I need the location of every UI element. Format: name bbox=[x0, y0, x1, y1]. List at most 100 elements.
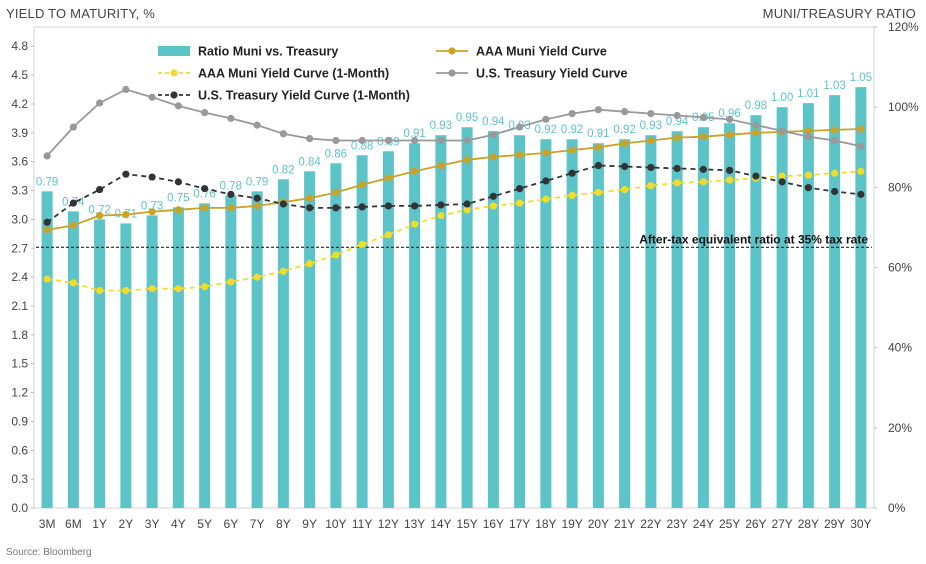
ratio-bar bbox=[251, 191, 263, 508]
series-point bbox=[489, 153, 497, 161]
ratio-bar bbox=[514, 135, 526, 508]
series-point bbox=[411, 202, 419, 210]
y-left-tick-label: 1.2 bbox=[11, 386, 28, 400]
series-point bbox=[568, 146, 576, 154]
series-point bbox=[647, 136, 655, 145]
bar-data-label: 0.94 bbox=[482, 116, 505, 128]
x-tick-label: 13Y bbox=[404, 517, 425, 531]
x-tick-label: 20Y bbox=[588, 517, 609, 531]
y-left-tick-label: 1.8 bbox=[11, 328, 28, 342]
series-point bbox=[673, 164, 681, 173]
y-left-tick-label: 4.8 bbox=[11, 39, 28, 53]
y-right-tick-label: 100% bbox=[888, 100, 919, 114]
bar-data-label: 0.84 bbox=[298, 156, 321, 168]
series-point bbox=[778, 172, 786, 180]
series-point bbox=[752, 172, 760, 180]
ratio-bar bbox=[671, 131, 683, 508]
x-tick-label: 8Y bbox=[276, 517, 291, 531]
x-tick-label: 11Y bbox=[352, 517, 372, 531]
series-point bbox=[568, 169, 576, 177]
bar-data-label: 0.91 bbox=[587, 128, 609, 140]
series-point bbox=[621, 162, 629, 171]
series-point bbox=[857, 125, 865, 133]
y-left-tick-label: 0.3 bbox=[11, 472, 28, 486]
legend-label: Ratio Muni vs. Treasury bbox=[198, 45, 338, 59]
ratio-bar bbox=[697, 127, 709, 508]
series-point bbox=[437, 136, 445, 145]
series-line bbox=[46, 164, 861, 224]
x-tick-label: 2Y bbox=[119, 517, 134, 531]
bar-data-label: 0.93 bbox=[640, 120, 662, 132]
ratio-bar bbox=[199, 203, 211, 508]
legend-label: AAA Muni Yield Curve (1-Month) bbox=[198, 67, 389, 81]
series-point bbox=[253, 121, 261, 129]
series-point bbox=[201, 204, 209, 212]
series-line bbox=[46, 88, 862, 157]
series-point bbox=[568, 191, 576, 199]
series-point bbox=[411, 136, 419, 145]
legend-marker bbox=[170, 69, 178, 77]
bar-data-label: 0.94 bbox=[666, 116, 689, 128]
x-tick-label: 15Y bbox=[456, 517, 477, 531]
series-point bbox=[96, 286, 104, 295]
y-right-tick-label: 40% bbox=[888, 341, 912, 355]
series-point bbox=[279, 130, 287, 138]
series-point bbox=[122, 286, 130, 295]
legend-marker bbox=[448, 69, 456, 77]
series-point bbox=[69, 279, 77, 287]
legend-marker bbox=[170, 91, 178, 99]
y-left-tick-label: 3.0 bbox=[11, 212, 28, 226]
series-point bbox=[148, 93, 156, 101]
bar-data-label: 1.05 bbox=[850, 72, 872, 84]
series-point bbox=[489, 131, 497, 139]
y-left-tick-label: 4.2 bbox=[11, 97, 28, 111]
ratio-bar bbox=[750, 115, 762, 508]
series-point bbox=[726, 176, 734, 184]
source-note: Source: Bloomberg bbox=[6, 547, 92, 558]
x-tick-label: 14Y bbox=[430, 517, 451, 531]
series-point bbox=[358, 181, 366, 189]
series-point bbox=[253, 273, 261, 281]
series-point bbox=[43, 152, 51, 160]
bar-data-label: 0.93 bbox=[430, 120, 452, 132]
ratio-bar bbox=[277, 179, 289, 509]
series-point bbox=[358, 240, 366, 249]
series-point bbox=[253, 202, 261, 210]
series-point bbox=[621, 108, 629, 116]
series-point bbox=[699, 165, 707, 173]
ratio-bar bbox=[94, 219, 106, 508]
series-point bbox=[568, 109, 576, 118]
series-point bbox=[384, 136, 392, 145]
series-point bbox=[647, 182, 655, 190]
series-point bbox=[43, 218, 51, 226]
series-point bbox=[332, 136, 340, 145]
series-point bbox=[516, 151, 524, 159]
series-point bbox=[542, 115, 550, 123]
ratio-bar bbox=[304, 171, 316, 509]
series-line bbox=[46, 128, 861, 231]
right-axis-title: MUNI/TREASURY RATIO bbox=[762, 6, 916, 21]
series-point bbox=[594, 106, 602, 114]
x-tick-label: 25Y bbox=[719, 517, 740, 531]
ratio-bar bbox=[540, 139, 552, 508]
ratio-bar bbox=[120, 223, 132, 509]
series-point bbox=[279, 200, 287, 208]
series-point bbox=[594, 188, 602, 197]
left-axis-title: YIELD TO MATURITY, % bbox=[6, 6, 155, 21]
bar-data-label: 0.88 bbox=[351, 140, 373, 152]
ratio-bar bbox=[146, 215, 158, 508]
series-point bbox=[69, 221, 77, 229]
ratio-bar bbox=[566, 139, 578, 508]
bar-data-label: 0.78 bbox=[220, 180, 242, 192]
bar-data-label: 0.92 bbox=[613, 124, 635, 136]
y-left-tick-label: 4.5 bbox=[11, 68, 28, 82]
series-point bbox=[174, 178, 182, 186]
ratio-bar bbox=[330, 163, 342, 509]
series-point bbox=[306, 204, 314, 212]
series-point bbox=[647, 163, 655, 172]
series-point bbox=[857, 167, 865, 175]
y-left-tick-label: 2.1 bbox=[11, 299, 28, 313]
bar-data-label: 0.95 bbox=[456, 112, 478, 124]
series-point bbox=[516, 123, 524, 131]
series-point bbox=[463, 200, 471, 208]
